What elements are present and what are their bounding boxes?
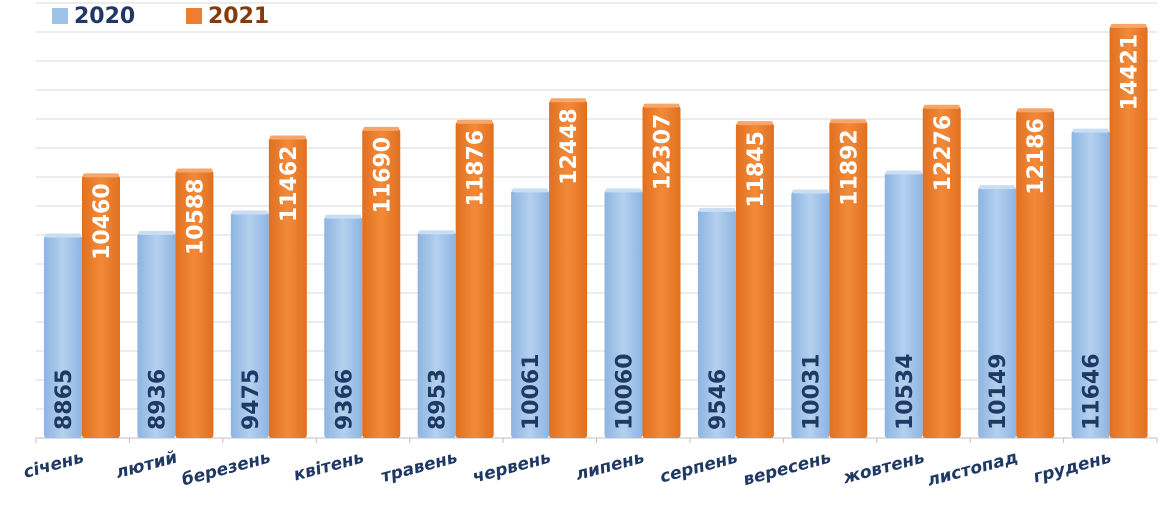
bar-top-2021-5 — [456, 119, 493, 124]
category-label-9: вересень — [741, 448, 833, 491]
value-label-2021-10: 12276 — [931, 115, 956, 192]
legend: 2020 2021 — [52, 4, 269, 29]
bar-top-2020-1 — [45, 233, 81, 238]
bar-top-2021-1 — [83, 173, 119, 178]
bar-2020-9 — [791, 191, 830, 438]
value-label-2021-3: 11462 — [277, 146, 302, 223]
bar-2021-8 — [735, 123, 774, 438]
value-label-2020-11: 10149 — [986, 353, 1011, 430]
value-label-2021-6: 12448 — [557, 108, 582, 185]
category-labels: січень лютий березень квітень травень червень… — [21, 447, 1113, 490]
value-labels: 8865 10460 8936 10588 9475 11462 9366 11690 8953… — [52, 34, 1143, 430]
bar-2021-3 — [268, 137, 307, 438]
category-label-4: квітень — [292, 448, 367, 486]
bar-2021-7 — [642, 105, 681, 439]
value-label-2021-7: 12307 — [651, 114, 676, 191]
bar-2020-8 — [697, 209, 736, 438]
bar-top-2020-3 — [231, 210, 268, 215]
value-label-2020-8: 9546 — [706, 369, 731, 430]
bar-top-2021-12 — [1110, 23, 1147, 28]
bars — [44, 23, 1148, 439]
bar-2020-10 — [884, 172, 923, 438]
legend-swatch-2020 — [52, 8, 68, 24]
bar-top-2021-11 — [1017, 108, 1054, 113]
bar-top-2020-7 — [605, 188, 642, 193]
bar-top-2020-6 — [512, 188, 549, 193]
bar-top-2020-5 — [418, 230, 455, 235]
value-label-2021-1: 10460 — [90, 183, 115, 260]
gridlines — [35, 2, 1158, 443]
value-label-2021-5: 11876 — [464, 130, 489, 207]
category-label-6: червень — [470, 448, 553, 488]
category-label-7: липень — [574, 448, 647, 485]
value-label-2020-12: 11646 — [1080, 353, 1105, 430]
value-label-2020-7: 10060 — [613, 353, 638, 430]
legend-label-2021: 2021 — [208, 4, 269, 29]
bar-top-2021-8 — [736, 121, 773, 126]
bar-top-2020-12 — [1072, 128, 1109, 133]
bar-2020-11 — [978, 187, 1017, 438]
bar-2021-1 — [82, 175, 120, 439]
category-label-1: січень — [21, 448, 86, 483]
bar-2021-4 — [362, 128, 401, 439]
value-label-2020-3: 9475 — [239, 369, 264, 430]
bar-top-2021-9 — [830, 119, 867, 124]
bar-2020-4 — [324, 216, 363, 438]
bar-top-2020-10 — [885, 170, 922, 175]
category-label-11: листопад — [925, 448, 1020, 491]
legend-label-2020: 2020 — [74, 4, 135, 29]
value-label-2020-4: 9366 — [332, 369, 357, 430]
bar-2020-7 — [604, 190, 643, 438]
bar-top-2020-11 — [979, 185, 1016, 190]
bar-2021-6 — [549, 100, 588, 438]
bar-top-2021-4 — [363, 126, 400, 131]
category-label-8: серпень — [658, 448, 740, 488]
bar-2021-11 — [1016, 110, 1055, 439]
value-label-2020-6: 10061 — [519, 353, 544, 430]
bar-2021-10 — [922, 106, 961, 438]
category-label-12: грудень — [1031, 448, 1113, 488]
bar-2021-2 — [175, 170, 214, 438]
bar-2021-5 — [455, 121, 494, 439]
bar-top-2020-9 — [792, 189, 829, 194]
value-label-2021-8: 11845 — [744, 131, 769, 208]
bar-top-2020-2 — [138, 230, 175, 235]
value-label-2020-5: 8953 — [426, 369, 451, 430]
value-label-2020-9: 10031 — [799, 353, 824, 430]
value-label-2021-11: 12186 — [1024, 118, 1049, 195]
bar-2020-5 — [417, 232, 456, 438]
category-label-5: травень — [379, 448, 460, 488]
bar-2020-3 — [230, 212, 269, 438]
bar-2020-1 — [44, 235, 82, 438]
category-label-2: лютий — [114, 447, 180, 483]
value-label-2021-4: 11690 — [370, 137, 395, 214]
bar-top-2021-3 — [269, 135, 306, 140]
value-label-2021-9: 11892 — [837, 129, 862, 206]
category-label-10: жовтень — [840, 448, 927, 489]
bar-2021-9 — [829, 121, 868, 439]
bar-top-2021-7 — [643, 103, 680, 108]
bar-2021-12 — [1109, 25, 1148, 439]
bar-top-2020-8 — [698, 207, 735, 212]
value-label-2020-10: 10534 — [893, 353, 918, 430]
bar-top-2021-2 — [176, 168, 213, 173]
value-label-2021-2: 10588 — [183, 179, 208, 256]
legend-swatch-2021 — [186, 8, 202, 24]
value-label-2020-2: 8936 — [145, 369, 170, 430]
bar-top-2021-10 — [923, 104, 960, 109]
bar-2020-6 — [511, 190, 550, 438]
bar-2020-2 — [137, 232, 176, 438]
value-label-2021-12: 14421 — [1118, 34, 1143, 111]
value-label-2020-1: 8865 — [52, 369, 77, 430]
bar-top-2020-4 — [325, 214, 362, 219]
category-label-3: березень — [180, 448, 273, 491]
bar-2020-12 — [1071, 130, 1110, 439]
bar-top-2021-6 — [550, 98, 587, 103]
